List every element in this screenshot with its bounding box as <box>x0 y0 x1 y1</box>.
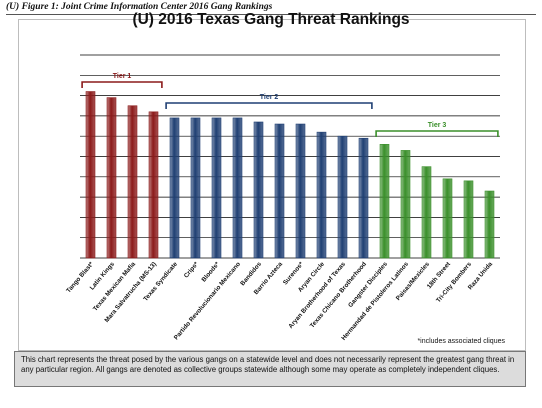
bar-crips <box>190 117 201 259</box>
caption-divider <box>6 14 536 15</box>
bar-texas-chicano-brotherhood <box>358 137 369 259</box>
bar-surenos <box>295 123 306 259</box>
bar-latin-kings <box>106 97 117 259</box>
tier-bracket <box>81 81 163 88</box>
tier-label: Tier 3 <box>428 122 447 129</box>
bar-barrio-azteca <box>274 123 285 259</box>
x-tick-label: Bloods* <box>200 260 221 283</box>
tier-bracket <box>375 130 499 137</box>
figure-caption: (U) Figure 1: Joint Crime Information Ce… <box>6 2 273 12</box>
tier-brackets: Tier 1 Tier 2 Tier 3 <box>81 73 499 137</box>
bar-aryan-brotherhood-of-texas <box>337 135 348 259</box>
bar-texas-syndicate <box>169 117 180 259</box>
chart-frame <box>18 19 526 351</box>
bar-bandidos <box>253 121 264 259</box>
bar-18th-street <box>442 178 453 259</box>
bar-mara-salvatrucha-ms-13 <box>148 111 159 259</box>
bar-partido-revolucionario-mexicano <box>232 117 243 259</box>
bar-texas-mexican-mafia <box>127 105 138 259</box>
bar-bloods <box>211 117 222 259</box>
bars <box>85 91 495 259</box>
tier-label: Tier 2 <box>260 94 279 101</box>
bar-paisas-mexicles <box>421 166 432 259</box>
grid-lines <box>80 54 500 259</box>
bar-aryan-circle <box>316 131 327 259</box>
footnote: *includes associated cliques <box>417 338 505 345</box>
bar-tri-city-bombers <box>463 180 474 259</box>
bar-chart: Tier 1 Tier 2 Tier 3 Tango Blast*Latin Kin… <box>65 54 505 345</box>
bar-tango-blast <box>85 91 96 259</box>
x-tick-label: Crips* <box>183 260 201 279</box>
x-tick-label: Gangster Disciples <box>347 260 389 309</box>
bar-gangster-disciples <box>379 144 390 259</box>
tier-bracket <box>165 102 373 109</box>
chart-note: This chart represents the threat posed b… <box>14 351 526 387</box>
chart-title: (U) 2016 Texas Gang Threat Rankings <box>132 11 410 28</box>
bar-hermandad-de-pistoleros-latinos <box>400 150 411 259</box>
bar-raza-unida <box>484 190 495 259</box>
tier-label: Tier 1 <box>113 73 132 80</box>
